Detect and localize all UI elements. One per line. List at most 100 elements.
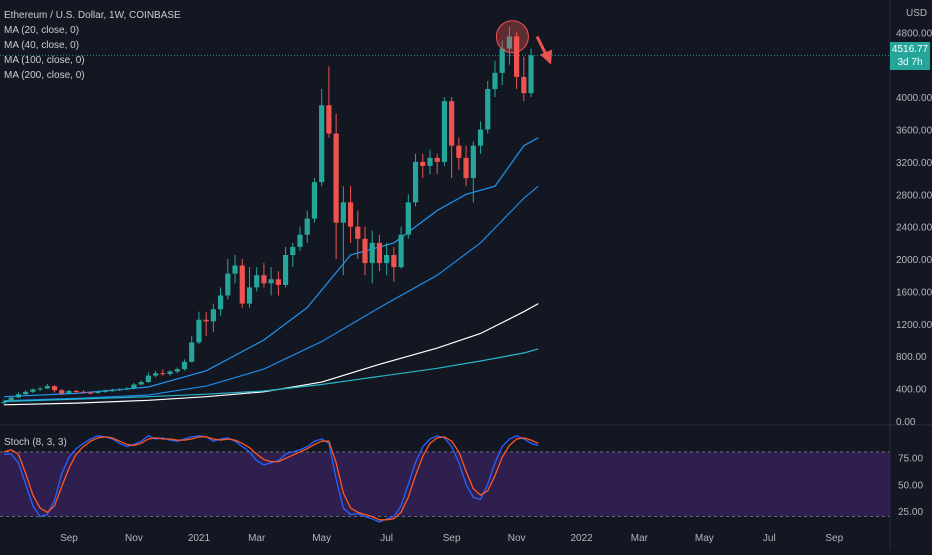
- candle-body: [59, 390, 65, 394]
- candle-body: [167, 371, 173, 374]
- candle-body: [160, 373, 166, 375]
- candle-body: [405, 202, 411, 235]
- candle-body: [528, 55, 534, 94]
- candle-countdown: 3d 7h: [897, 57, 923, 68]
- candle-body: [225, 273, 231, 296]
- stoch-d-line: [3, 436, 539, 521]
- candle-body: [196, 319, 202, 343]
- candle-body: [463, 157, 469, 179]
- candle-body: [470, 145, 476, 179]
- ma-line-1: [3, 185, 539, 402]
- candle-body: [95, 391, 101, 394]
- price-tick-label: 1600.00: [896, 287, 932, 298]
- candle-body: [246, 287, 253, 304]
- stoch-band: [0, 451, 890, 517]
- chart-legend: Ethereum / U.S. Dollar, 1W, COINBASE MA …: [4, 8, 181, 83]
- candle-body: [116, 389, 123, 391]
- candle-body: [398, 234, 404, 268]
- last-price-value: 4516.77: [891, 44, 929, 55]
- price-tick-label: 2400.00: [896, 223, 932, 234]
- candle-body: [319, 105, 325, 183]
- candle-body: [37, 388, 43, 390]
- price-tick-label: 400.00: [896, 385, 927, 396]
- candle-body: [124, 388, 130, 390]
- time-tick-label: Mar: [631, 533, 649, 544]
- candle-body: [477, 129, 484, 146]
- ma20-label[interactable]: MA (20, close, 0): [4, 25, 80, 36]
- ma-line-3: [3, 348, 539, 403]
- candle-body: [275, 279, 281, 285]
- candle-body: [449, 101, 455, 146]
- candle-body: [333, 133, 339, 223]
- candle-body: [109, 390, 115, 392]
- candle-body: [420, 161, 426, 166]
- time-tick-label: Jul: [380, 533, 393, 544]
- candle-body: [384, 255, 390, 264]
- candle-body: [369, 242, 375, 264]
- candle-body: [485, 89, 491, 130]
- candle-body: [174, 369, 180, 372]
- ma-line-0: [3, 137, 539, 398]
- time-tick-label: 2022: [570, 533, 593, 544]
- candle-body: [239, 265, 245, 304]
- candle-body: [362, 238, 368, 264]
- top-highlight-circle: [495, 20, 529, 54]
- candle-body: [189, 342, 195, 362]
- stoch-label[interactable]: Stoch (8, 3, 3): [4, 437, 67, 448]
- candle-body: [506, 36, 512, 49]
- candle-body: [131, 384, 137, 389]
- price-tick-label: 2800.00: [896, 190, 932, 201]
- candle-body: [268, 279, 274, 284]
- candle-body: [441, 101, 448, 162]
- time-tick-label: Sep: [443, 533, 461, 544]
- symbol-title[interactable]: Ethereum / U.S. Dollar, 1W, COINBASE: [4, 10, 181, 21]
- price-tick-label: 0.00: [896, 417, 916, 428]
- candle-body: [102, 391, 108, 392]
- candle-body: [391, 255, 397, 268]
- price-tick-label: 4800.00: [896, 28, 932, 39]
- candle-body: [73, 391, 79, 392]
- price-tick-label: 2000.00: [896, 255, 932, 266]
- candle-body: [88, 392, 94, 394]
- time-tick-label: May: [695, 533, 714, 544]
- candle-body: [30, 389, 36, 392]
- stoch-tick-label: 75.00: [898, 453, 923, 464]
- last-price-badge: 4516.77 3d 7h: [890, 42, 930, 70]
- candle-body: [290, 246, 296, 255]
- price-tick-label: 1200.00: [896, 320, 932, 331]
- candle-body: [456, 145, 462, 158]
- candle-body: [434, 157, 440, 162]
- ma200-label[interactable]: MA (200, close, 0): [4, 70, 85, 81]
- candle-body: [44, 386, 50, 389]
- time-tick-label: May: [312, 533, 331, 544]
- candle-body: [340, 202, 346, 223]
- candle-body: [51, 386, 58, 391]
- candle-body: [80, 391, 87, 393]
- price-tick-label: 3600.00: [896, 126, 932, 137]
- candle-body: [15, 394, 22, 398]
- time-tick-label: Mar: [248, 533, 266, 544]
- candle-body: [23, 391, 29, 395]
- ma100-label[interactable]: MA (100, close, 0): [4, 55, 85, 66]
- candle-body: [521, 76, 527, 94]
- price-tick-label: 4000.00: [896, 93, 932, 104]
- candle-body: [153, 373, 159, 376]
- candle-body: [355, 226, 361, 239]
- ma-line-2: [3, 303, 539, 406]
- stoch-k-line: [4, 435, 539, 523]
- price-tick-label: 800.00: [896, 352, 927, 363]
- candle-body: [514, 36, 520, 77]
- candle-body: [66, 391, 72, 394]
- price-tick-label: 3200.00: [896, 158, 932, 169]
- ma40-label[interactable]: MA (40, close, 0): [4, 40, 80, 51]
- candle-body: [304, 218, 310, 235]
- candle-body: [1, 401, 7, 404]
- candle-body: [282, 255, 289, 285]
- time-tick-label: Jul: [763, 533, 776, 544]
- candle-body: [232, 265, 238, 274]
- candle-body: [412, 161, 419, 203]
- candle-body: [311, 182, 318, 219]
- time-tick-label: Nov: [125, 533, 143, 544]
